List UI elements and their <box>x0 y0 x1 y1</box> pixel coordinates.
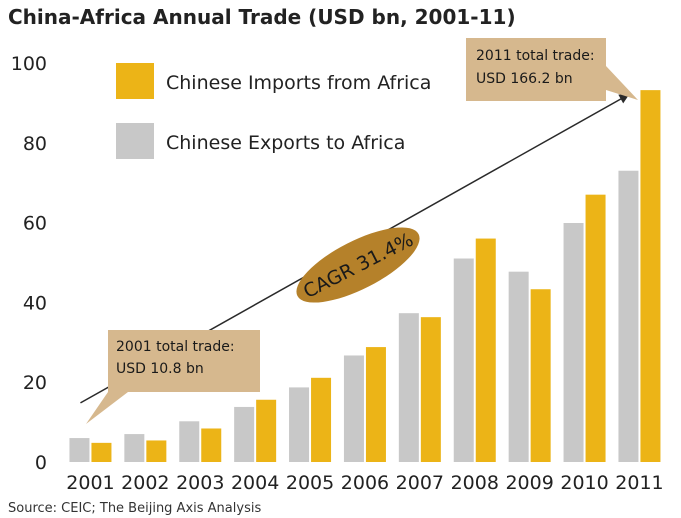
source-text: Source: CEIC; The Beijing Axis Analysis <box>8 501 261 516</box>
x-axis-ticks: 2001 2002 2003 2004 2005 2006 2007 2008 2009 2010… <box>66 472 663 494</box>
legend-label-exports: Chinese Exports to Africa <box>166 132 405 154</box>
callout-2011-line2: USD 166.2 bn <box>476 71 573 87</box>
bar-exports-2006 <box>343 355 364 462</box>
bar-imports-2003 <box>201 428 222 462</box>
y-tick-label: 60 <box>23 213 47 235</box>
bar-imports-2010 <box>585 194 606 463</box>
callout-2001: 2001 total trade: USD 10.8 bn <box>86 330 260 424</box>
x-tick-label: 2005 <box>286 472 334 494</box>
callout-2011-line1: 2011 total trade: <box>476 48 595 64</box>
bar-imports-2009 <box>530 289 551 462</box>
bar-imports-2004 <box>256 399 277 462</box>
callout-2011-shape <box>466 38 638 101</box>
x-tick-label: 2004 <box>231 472 279 494</box>
y-tick-label: 100 <box>11 53 47 75</box>
y-axis-ticks: 0 20 40 60 80 100 <box>11 53 47 474</box>
callout-2001-line2: USD 10.8 bn <box>116 361 204 377</box>
bar-exports-2005 <box>289 387 310 462</box>
bar-imports-2011 <box>640 90 661 462</box>
bars <box>69 90 661 463</box>
x-tick-label: 2009 <box>505 472 553 494</box>
bar-imports-2005 <box>311 377 332 462</box>
y-tick-label: 40 <box>23 292 47 314</box>
bar-imports-2006 <box>365 347 386 462</box>
x-tick-label: 2010 <box>560 472 608 494</box>
cagr-badge: CAGR 31.4% <box>296 227 420 303</box>
bar-imports-2002 <box>146 440 167 462</box>
y-tick-label: 80 <box>23 133 47 155</box>
chart-title: China-Africa Annual Trade (USD bn, 2001-… <box>8 5 516 29</box>
legend-swatch-imports <box>116 63 154 99</box>
legend: Chinese Imports from Africa Chinese Expo… <box>116 63 431 159</box>
y-tick-label: 20 <box>23 372 47 394</box>
bar-exports-2007 <box>398 313 419 462</box>
callout-2001-shape <box>86 330 260 424</box>
callout-2001-line1: 2001 total trade: <box>116 339 235 355</box>
bar-exports-2008 <box>453 258 474 462</box>
x-tick-label: 2007 <box>396 472 444 494</box>
x-tick-label: 2003 <box>176 472 224 494</box>
bar-imports-2007 <box>420 317 441 462</box>
x-tick-label: 2002 <box>121 472 169 494</box>
bar-exports-2002 <box>124 434 145 462</box>
x-tick-label: 2001 <box>66 472 114 494</box>
x-tick-label: 2008 <box>451 472 499 494</box>
legend-label-imports: Chinese Imports from Africa <box>166 72 431 94</box>
bar-exports-2010 <box>563 222 584 462</box>
x-tick-label: 2006 <box>341 472 389 494</box>
callout-2011: 2011 total trade: USD 166.2 bn <box>466 38 638 101</box>
bar-exports-2004 <box>234 406 255 462</box>
cagr-ellipse <box>296 227 420 303</box>
bar-imports-2001 <box>91 442 112 462</box>
bar-exports-2011 <box>618 170 639 463</box>
y-tick-label: 0 <box>35 452 47 474</box>
x-tick-label: 2011 <box>615 472 663 494</box>
bar-exports-2003 <box>179 421 200 462</box>
bar-exports-2001 <box>69 438 90 462</box>
bar-imports-2008 <box>475 238 496 462</box>
legend-swatch-exports <box>116 123 154 159</box>
bar-exports-2009 <box>508 271 529 462</box>
